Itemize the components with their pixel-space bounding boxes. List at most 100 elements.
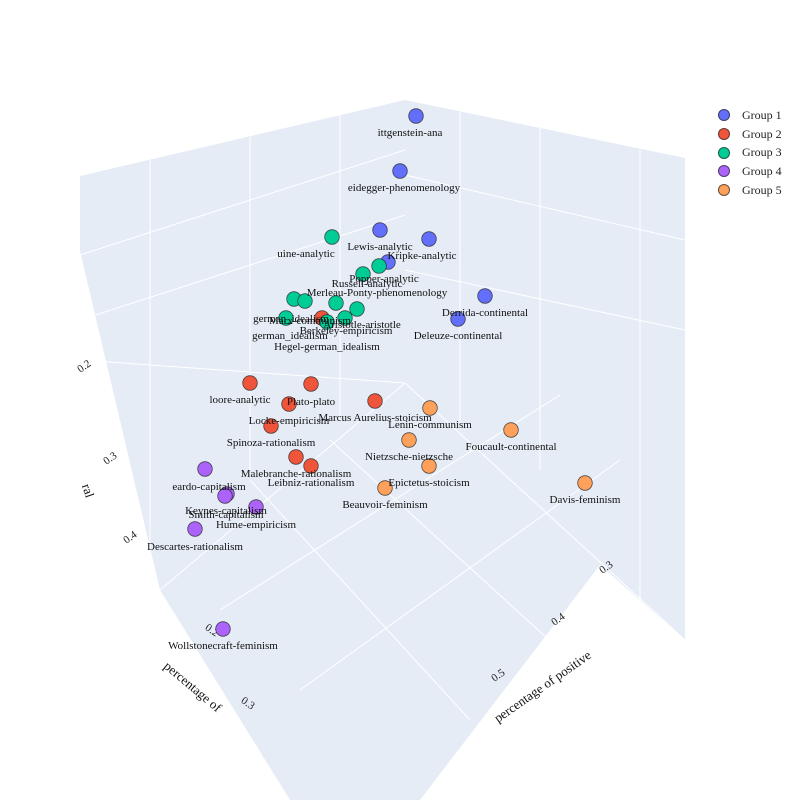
point-label: ittgenstein-ana — [378, 127, 443, 139]
point-label: uine-analytic — [277, 248, 335, 260]
point-label: eardo-capitalism — [172, 481, 246, 493]
marker-nietzsche-nietzsche[interactable] — [401, 432, 417, 448]
marker-aristotle-aristotle[interactable] — [349, 301, 365, 317]
floor-plane — [80, 251, 600, 800]
grid-line — [79, 149, 406, 256]
legend-item-group-4[interactable]: Group 4 — [716, 162, 800, 181]
point-label: Descartes-rationalism — [147, 541, 243, 553]
point-label: Spinoza-rationalism — [227, 437, 316, 449]
legend-item-group-3[interactable]: Group 3 — [716, 143, 800, 162]
legend-label: Group 4 — [742, 163, 782, 178]
marker-lenin-communism[interactable] — [422, 400, 438, 416]
legend-label: Group 3 — [742, 145, 782, 160]
point-label: Hegel-german_idealism — [274, 341, 380, 353]
point-label: Wollstonecraft-feminism — [168, 640, 278, 652]
marker-davis-feminism[interactable] — [577, 475, 593, 491]
legend-item-group-2[interactable]: Group 2 — [716, 125, 800, 144]
marker-kripke-analytic[interactable] — [421, 231, 437, 247]
grid-line — [299, 459, 621, 691]
grid-line — [79, 359, 406, 384]
point-label: Aristotle-aristotle — [323, 319, 401, 331]
marker-beauvoir-feminism[interactable] — [377, 480, 393, 496]
point-label: Kripke-analytic — [387, 250, 456, 262]
markers-layer — [187, 108, 593, 637]
marker-quine-analytic[interactable] — [324, 229, 340, 245]
grid-line — [79, 214, 406, 321]
legend-label: Group 5 — [742, 182, 782, 197]
marker-spinoza-rationalism[interactable] — [263, 418, 279, 434]
marker-lewis-analytic[interactable] — [372, 222, 388, 238]
marker-derrida-continental[interactable] — [477, 288, 493, 304]
grid-line — [159, 382, 406, 591]
marker-moore-analytic[interactable] — [242, 375, 258, 391]
point-label: Russell-analytic — [332, 278, 403, 290]
marker-wittgenstein-analytic[interactable] — [408, 108, 424, 124]
legend-marker-icon — [718, 146, 730, 159]
marker-kant-german-idealism[interactable] — [278, 310, 294, 326]
grid-line — [404, 382, 686, 641]
marker-fichte-german-idealism[interactable] — [297, 293, 313, 309]
marker-marcus-aurelius-stoicism[interactable] — [367, 393, 383, 409]
legend: Group 1 Group 2 Group 3 Group 4 Group 5 — [716, 106, 800, 199]
marker-popper-analytic[interactable] — [355, 266, 371, 282]
marker-malebranche-rationalism[interactable] — [288, 449, 304, 465]
marker-hegel-german-idealism[interactable] — [337, 310, 353, 326]
point-label: Malebranche-rationalism — [241, 468, 352, 480]
point-label: loore-analytic — [209, 394, 270, 406]
point-label: Marcus Aurelius-stoicism — [318, 412, 432, 424]
marker-hume-empiricism[interactable] — [248, 499, 264, 515]
point-label: Foucault-continental — [465, 441, 556, 453]
point-label: Epictetus-stoicism — [388, 477, 470, 489]
point-label: Merleau-Ponty-phenomenology — [307, 287, 448, 299]
point-label: Smith-capitalism — [188, 509, 264, 521]
legend-marker-icon — [718, 184, 730, 197]
legend-marker-icon — [718, 109, 730, 122]
point-label: Hume-empiricism — [216, 519, 296, 531]
grid-line — [329, 439, 561, 651]
marker-deleuze-continental[interactable] — [450, 311, 466, 327]
labels-layer: ittgenstein-ana eidegger-phenomenology Lew… — [147, 127, 621, 652]
grid-line — [249, 479, 471, 721]
legend-marker-icon — [718, 128, 730, 141]
marker-locke-empiricism[interactable] — [281, 396, 297, 412]
back-wall-right — [405, 100, 685, 640]
point-label: Davis-feminism — [550, 494, 621, 506]
legend-item-group-1[interactable]: Group 1 — [716, 106, 800, 125]
marker-wollstonecraft-feminism[interactable] — [215, 621, 231, 637]
point-label: eidegger-phenomenology — [348, 182, 461, 194]
legend-marker-icon — [718, 165, 730, 178]
marker-heidegger-phenomenology[interactable] — [392, 163, 408, 179]
legend-label: Group 2 — [742, 126, 782, 141]
marker-ricardo-capitalism[interactable] — [197, 461, 213, 477]
point-label: german_idealism — [253, 313, 329, 325]
marker-descartes-rationalism[interactable] — [187, 521, 203, 537]
point-label: Leibniz-rationalism — [268, 477, 355, 489]
marker-russell-analytic[interactable] — [371, 258, 387, 274]
point-label: Derrida-continental — [442, 307, 528, 319]
grid-line — [404, 174, 686, 241]
legend-label: Group 1 — [742, 107, 782, 122]
marker-plato-plato[interactable] — [303, 376, 319, 392]
legend-item-group-5[interactable]: Group 5 — [716, 181, 800, 200]
marker-leibniz-rationalism[interactable] — [303, 458, 319, 474]
point-label: Plato-plato — [287, 396, 336, 408]
marker-foucault-continental[interactable] — [503, 422, 519, 438]
point-label: Popper-analytic — [349, 273, 419, 285]
grid-line — [219, 394, 561, 611]
tick-label-z: 0.4 — [121, 528, 140, 546]
marker-smith-capitalism[interactable] — [217, 488, 233, 504]
point-label: Deleuze-continental — [414, 330, 503, 342]
grid-line — [404, 269, 686, 331]
marker-marx-communism[interactable] — [328, 295, 344, 311]
point-label: Marx-communism — [269, 315, 351, 327]
axis-title-z: ral — [79, 482, 98, 500]
point-label: Nietzsche-nietzsche — [365, 451, 453, 463]
point-label: Beauvoir-feminism — [342, 499, 428, 511]
marker-berkeley-empiricism[interactable] — [319, 314, 335, 330]
point-label: Locke-empiricism — [249, 415, 330, 427]
marker-epictetus-stoicism[interactable] — [421, 458, 437, 474]
point-label: german_idealism — [252, 330, 328, 342]
point-label: Lenin-communism — [388, 419, 472, 431]
